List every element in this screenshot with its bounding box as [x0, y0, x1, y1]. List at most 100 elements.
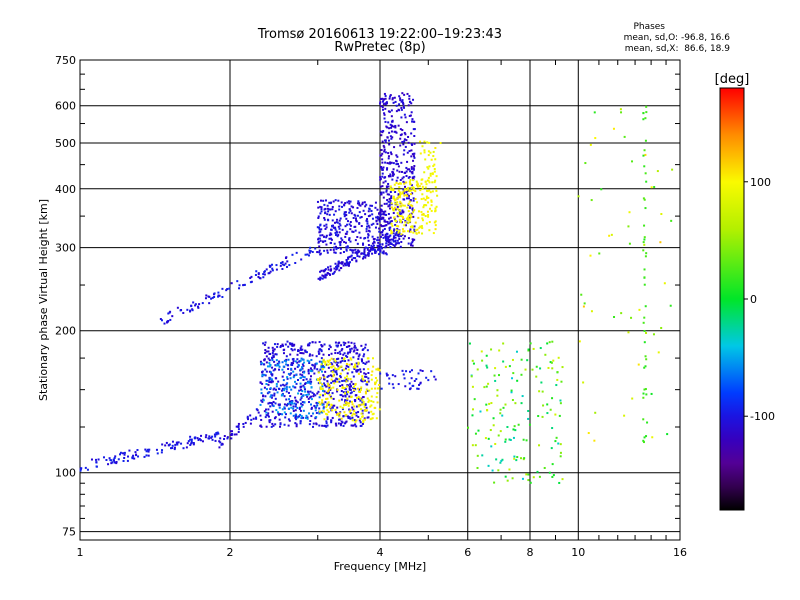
data-point — [268, 264, 271, 267]
data-point — [283, 359, 286, 362]
data-point — [389, 199, 392, 202]
data-point — [384, 141, 387, 144]
data-point — [373, 237, 376, 240]
data-point — [385, 186, 388, 189]
data-point — [495, 458, 498, 461]
data-point — [321, 385, 324, 388]
data-point — [402, 230, 405, 233]
data-point — [354, 364, 357, 367]
data-point — [399, 97, 402, 100]
data-point — [391, 178, 394, 181]
data-point — [359, 368, 362, 371]
data-point — [389, 190, 392, 193]
data-point — [361, 203, 364, 206]
data-point — [395, 242, 398, 245]
data-point — [508, 468, 511, 471]
data-point — [314, 341, 317, 344]
data-point — [374, 251, 377, 254]
data-point — [378, 230, 381, 233]
data-point — [338, 227, 341, 230]
data-point — [214, 439, 217, 442]
data-point — [260, 418, 263, 421]
data-point — [483, 386, 486, 389]
data-point — [399, 194, 402, 197]
data-point — [428, 221, 431, 224]
data-point — [413, 238, 416, 241]
data-point — [291, 253, 294, 256]
data-point — [405, 121, 408, 124]
data-point — [326, 266, 329, 269]
data-point — [404, 221, 407, 224]
data-point — [342, 424, 345, 427]
data-point — [652, 333, 655, 336]
data-point — [397, 182, 400, 185]
data-point — [312, 393, 315, 396]
data-point — [338, 366, 341, 369]
data-point — [405, 370, 408, 373]
data-point — [355, 414, 358, 417]
data-point — [275, 409, 278, 412]
data-point — [645, 180, 648, 183]
data-point — [398, 186, 401, 189]
data-point — [387, 205, 390, 208]
data-point — [346, 256, 349, 259]
data-point — [312, 425, 315, 428]
data-point — [421, 213, 424, 216]
data-point — [398, 196, 401, 199]
data-point — [420, 225, 423, 228]
data-point — [480, 350, 483, 353]
data-point — [280, 389, 283, 392]
data-point — [330, 378, 333, 381]
data-point — [320, 206, 323, 209]
data-point — [302, 409, 305, 412]
data-point — [322, 353, 325, 356]
data-point — [350, 341, 353, 344]
data-point — [268, 370, 271, 373]
data-point — [386, 220, 389, 223]
data-point — [323, 366, 326, 369]
data-point — [269, 405, 272, 408]
data-point — [631, 160, 634, 163]
data-point — [381, 210, 384, 213]
data-point — [397, 193, 400, 196]
data-point — [328, 234, 331, 237]
data-point — [335, 344, 338, 347]
data-point — [384, 180, 387, 183]
data-point — [393, 207, 396, 210]
data-point — [309, 367, 312, 370]
data-point — [362, 419, 365, 422]
data-point — [396, 176, 399, 179]
data-point — [279, 344, 282, 347]
data-point — [295, 423, 298, 426]
data-point — [365, 227, 368, 230]
data-point — [370, 244, 373, 247]
data-point — [357, 361, 360, 364]
data-point — [421, 232, 424, 235]
data-point — [299, 413, 302, 416]
data-point — [376, 379, 379, 382]
data-point — [352, 256, 355, 259]
data-point — [387, 238, 390, 241]
data-point — [318, 360, 321, 363]
data-point — [410, 171, 413, 174]
data-point — [337, 412, 340, 415]
data-point — [349, 255, 352, 258]
data-point — [285, 355, 288, 358]
data-point — [404, 219, 407, 222]
data-point — [644, 117, 647, 120]
data-point — [402, 176, 405, 179]
data-point — [344, 367, 347, 370]
data-point — [225, 289, 228, 292]
data-point — [387, 157, 390, 160]
data-point — [402, 198, 405, 201]
data-point — [410, 369, 413, 372]
data-point — [324, 363, 327, 366]
chart-title: Tromsø 20160613 19:22:00–19:23:43 — [257, 27, 503, 42]
data-point — [356, 365, 359, 368]
data-point — [471, 385, 474, 388]
data-point — [324, 393, 327, 396]
data-point — [643, 243, 646, 246]
data-point — [362, 242, 365, 245]
data-point — [204, 297, 207, 300]
data-point — [112, 458, 115, 461]
